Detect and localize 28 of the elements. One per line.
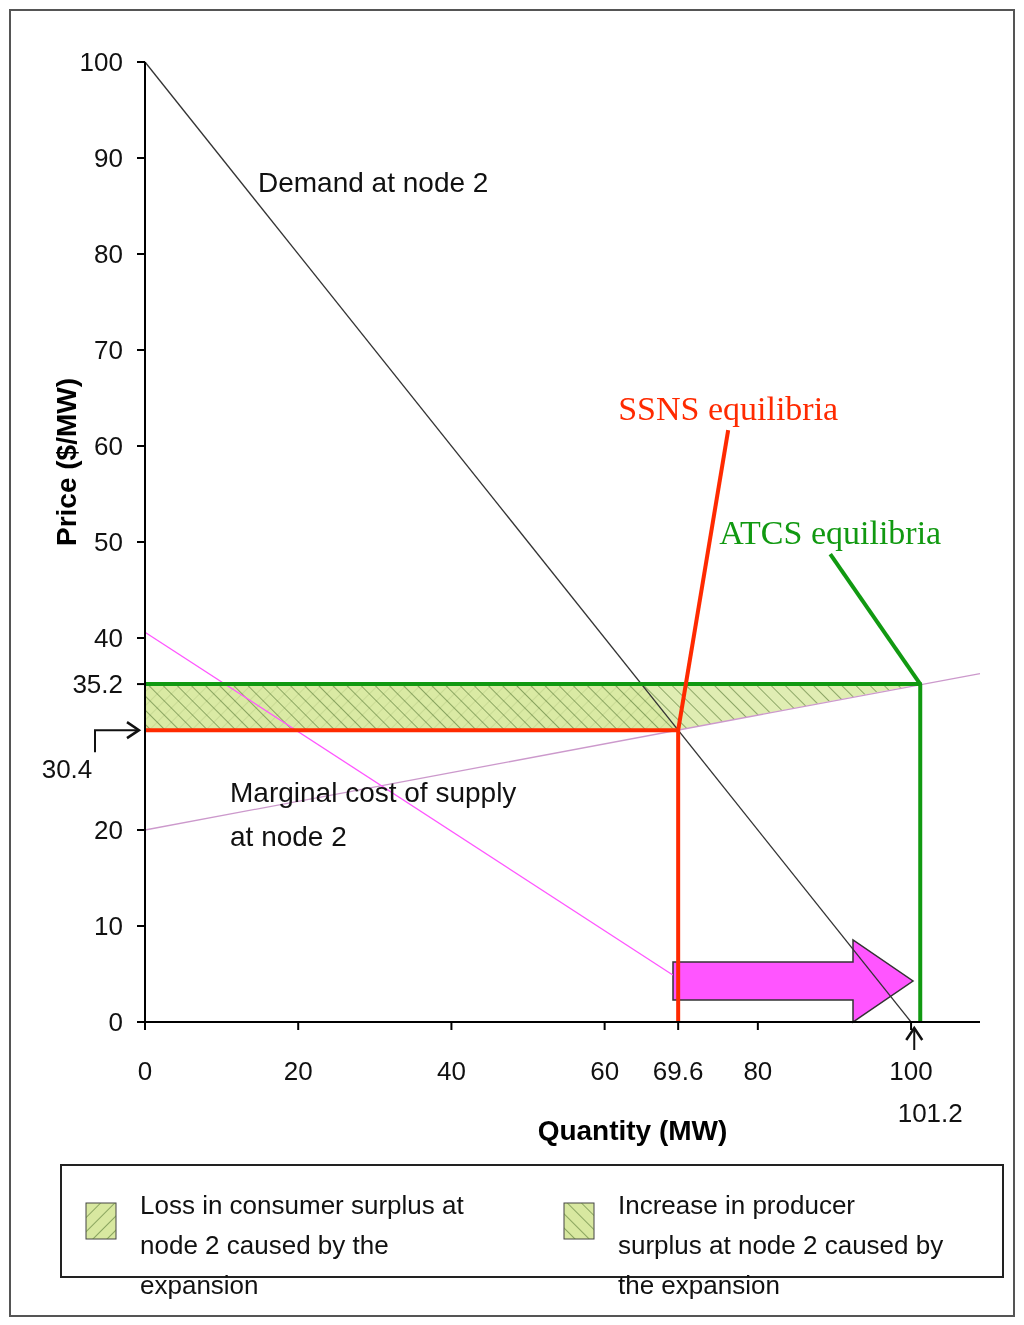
x-tick-label: 100 bbox=[889, 1056, 933, 1086]
x-tick-label: 80 bbox=[743, 1056, 773, 1086]
annotation: Marginal cost of supply at node 2 bbox=[230, 777, 517, 852]
legend-label: Increase in producer surplus at node 2 caused by the expansion bbox=[618, 1190, 944, 1300]
annotation: Demand at node 2 bbox=[258, 167, 489, 198]
legend-label: Loss in consumer surplus at node 2 caused by the expansion bbox=[140, 1190, 465, 1300]
annotation: 101.2 bbox=[897, 1098, 963, 1128]
text: ATCS equilibria bbox=[719, 514, 942, 552]
y-tick-label: 50 bbox=[94, 527, 123, 557]
x-axis-title: Quantity (MW) bbox=[537, 1115, 728, 1146]
y-tick-label: 35.2 bbox=[72, 669, 123, 700]
y-tick-label: 80 bbox=[94, 239, 123, 269]
y-tick-label: 90 bbox=[94, 143, 123, 173]
x-tick-label: 60 bbox=[590, 1056, 620, 1086]
y-tick-label: 70 bbox=[94, 335, 123, 365]
x-tick-label: 40 bbox=[436, 1056, 466, 1086]
y-tick-label: 100 bbox=[79, 47, 123, 77]
y-tick-label: 60 bbox=[94, 431, 123, 461]
y-tick-label: 10 bbox=[94, 911, 123, 941]
annotation: 30.4 bbox=[41, 754, 93, 785]
y-tick-label: 20 bbox=[94, 815, 123, 845]
y-axis-title: Price ($/MW) bbox=[51, 377, 82, 547]
y-tick-label: 40 bbox=[94, 623, 123, 653]
x-tick-label: 0 bbox=[137, 1056, 153, 1086]
y-tick-label: 0 bbox=[108, 1007, 123, 1037]
x-tick-label: 69.6 bbox=[652, 1056, 704, 1086]
text: SSNS equilibria bbox=[618, 390, 839, 428]
x-tick-label: 20 bbox=[283, 1056, 313, 1086]
